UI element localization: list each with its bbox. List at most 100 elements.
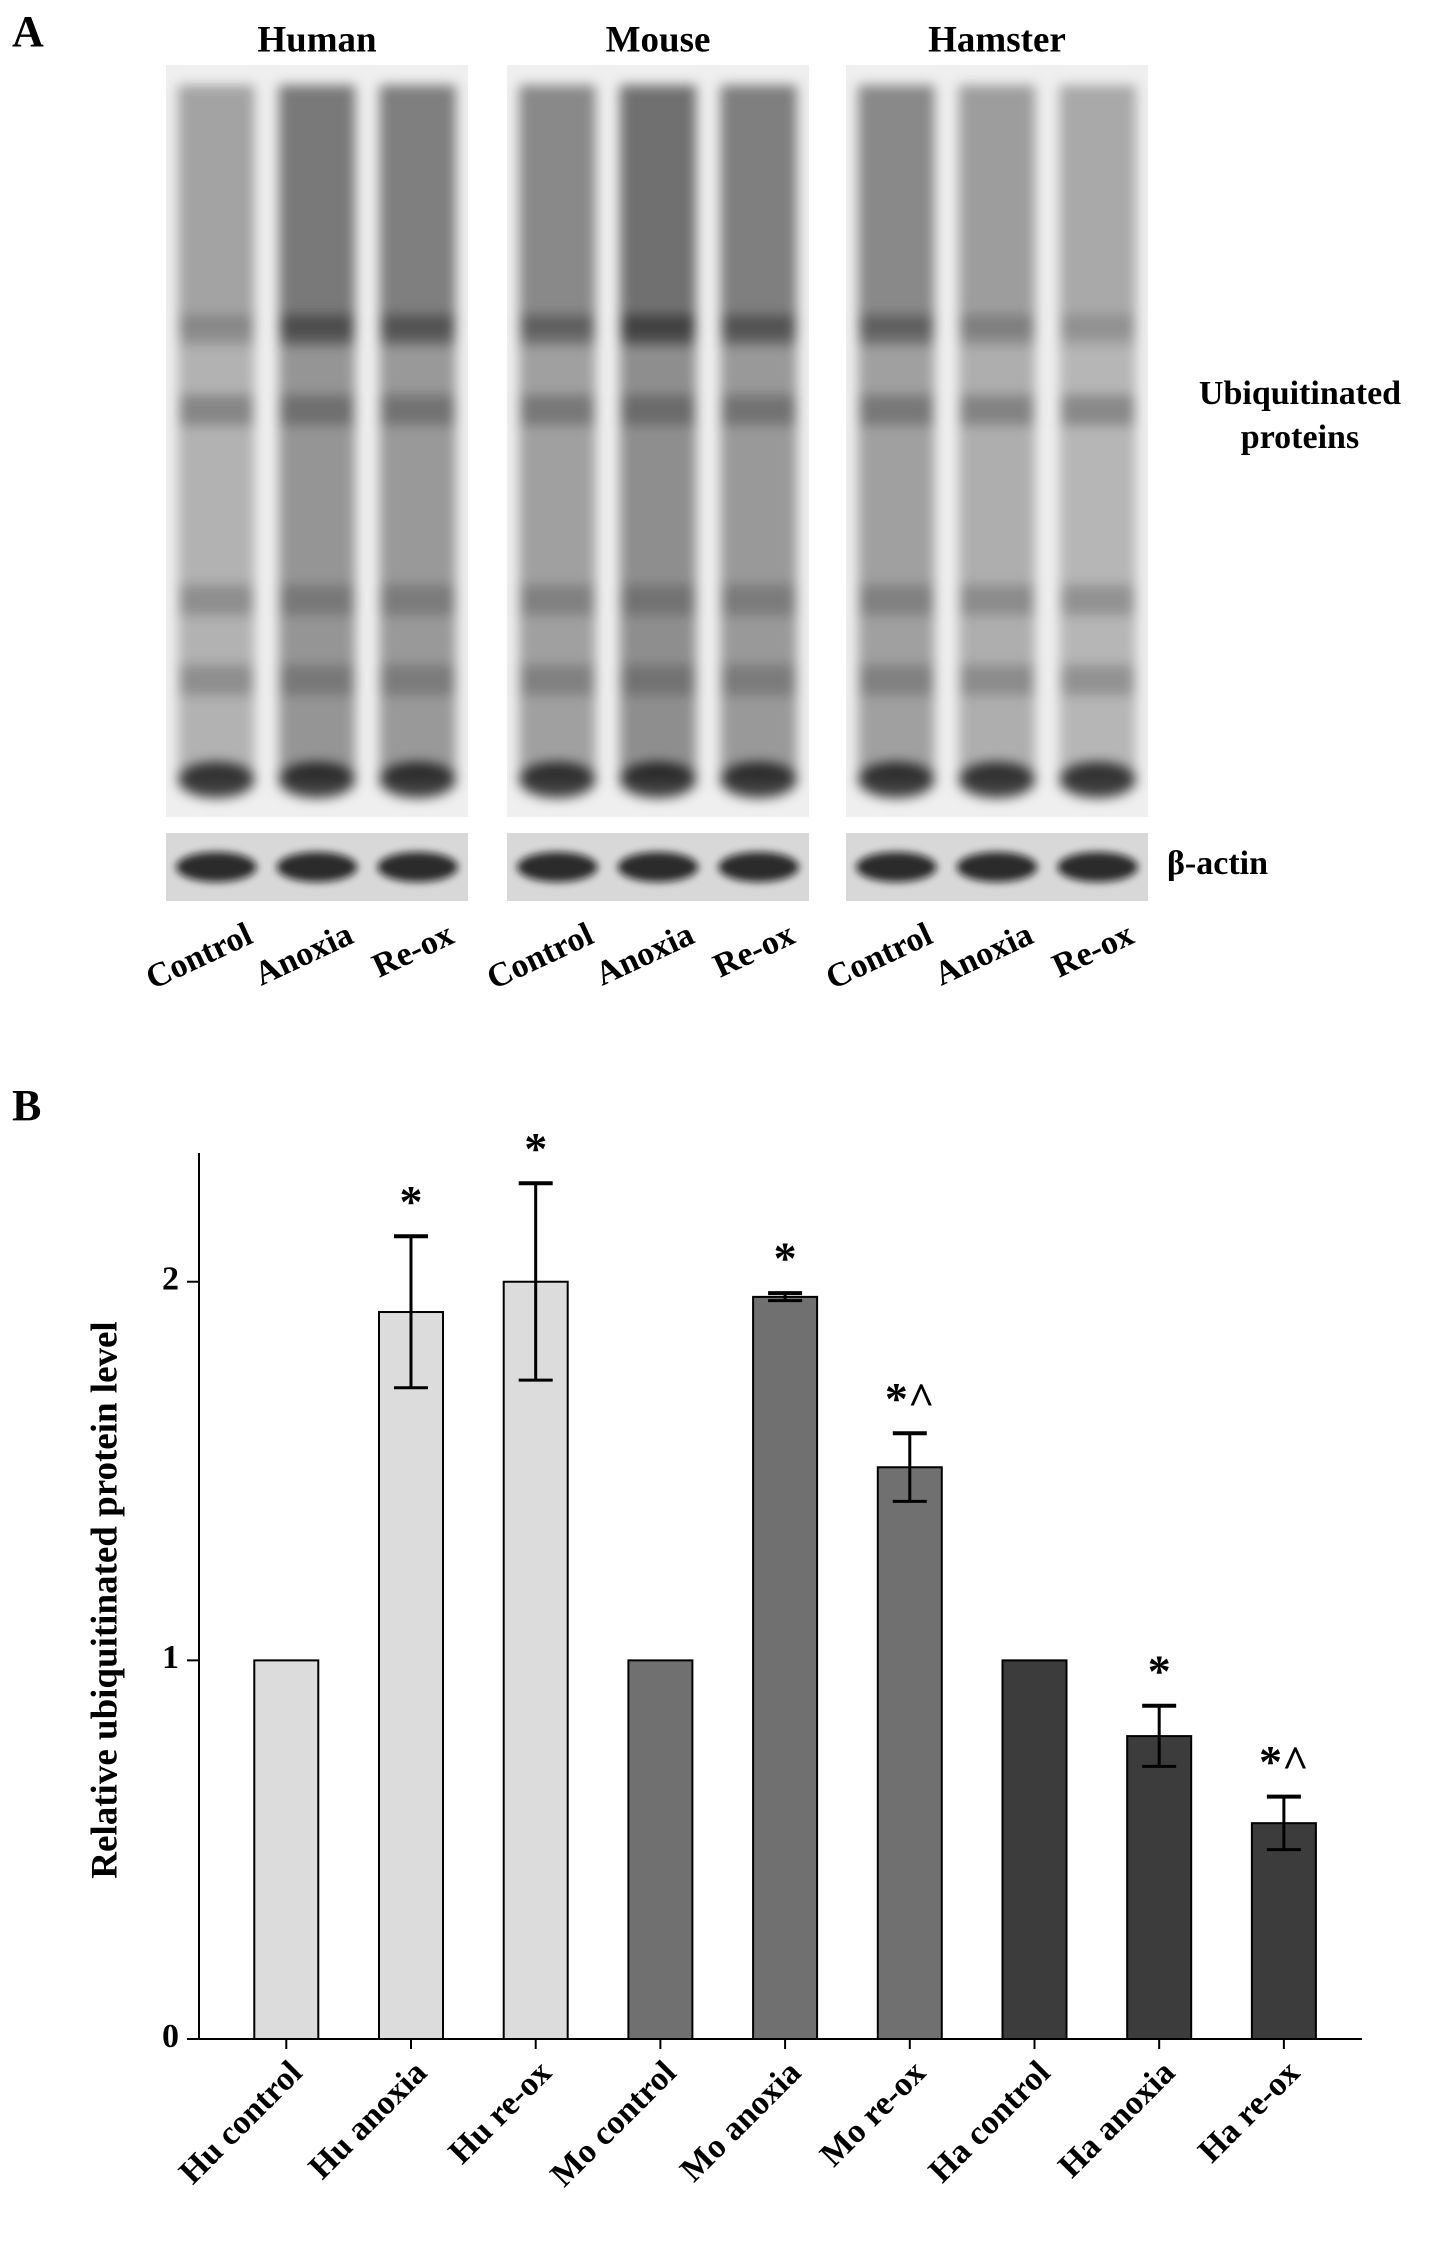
blot-lanes bbox=[178, 85, 456, 798]
panel-label: B bbox=[12, 1081, 41, 1130]
lane-top bbox=[619, 85, 697, 335]
lane-top bbox=[958, 85, 1036, 335]
lane-label: Control bbox=[820, 916, 938, 997]
band bbox=[621, 665, 695, 695]
lane-top bbox=[278, 85, 356, 335]
x-tick-label: Hu control bbox=[172, 2054, 309, 2191]
significance-label: * bbox=[1148, 1645, 1171, 1696]
band bbox=[381, 315, 454, 345]
band bbox=[180, 585, 253, 615]
bar bbox=[876, 1466, 943, 2041]
band bbox=[722, 315, 795, 345]
band bbox=[860, 665, 933, 695]
x-tick-label: Mo anoxia bbox=[673, 2054, 808, 2189]
band bbox=[280, 315, 354, 345]
band bbox=[521, 315, 594, 345]
actin-band bbox=[718, 852, 799, 882]
bar bbox=[377, 1311, 444, 2040]
band bbox=[521, 585, 594, 615]
band bbox=[381, 395, 454, 425]
band bbox=[860, 315, 933, 345]
band bbox=[1061, 665, 1134, 695]
panel-label: A bbox=[12, 7, 44, 56]
band bbox=[960, 315, 1034, 345]
band bbox=[722, 585, 795, 615]
band bbox=[280, 585, 354, 615]
significance-label: *^ bbox=[885, 1373, 935, 1424]
lane-top bbox=[178, 85, 255, 335]
band bbox=[958, 762, 1036, 798]
actin-band bbox=[377, 852, 458, 882]
species-label: Hamster bbox=[928, 19, 1066, 60]
band bbox=[180, 395, 253, 425]
blot-lanes bbox=[858, 85, 1136, 798]
band bbox=[280, 665, 354, 695]
lane-label: Re-ox bbox=[1047, 916, 1140, 985]
lane-label: Anoxia bbox=[249, 916, 359, 993]
band bbox=[722, 665, 795, 695]
x-tick-label: Ha re-ox bbox=[1191, 2054, 1307, 2170]
significance-label: * bbox=[524, 1123, 547, 1174]
band bbox=[621, 395, 695, 425]
loading-label: β-actin bbox=[1167, 845, 1268, 882]
bar bbox=[253, 1659, 320, 2041]
significance-label: * bbox=[774, 1233, 797, 1284]
band bbox=[280, 395, 354, 425]
band bbox=[178, 762, 255, 798]
x-tick-label: Ha control bbox=[922, 2054, 1058, 2190]
band bbox=[379, 762, 456, 798]
band bbox=[619, 762, 697, 798]
lane-label: Control bbox=[140, 916, 258, 997]
band bbox=[381, 585, 454, 615]
y-tick-label: 2 bbox=[162, 1261, 179, 1298]
y-tick-label: 0 bbox=[162, 2018, 179, 2055]
lane-label: Control bbox=[481, 916, 599, 997]
band bbox=[722, 395, 795, 425]
bar bbox=[752, 1295, 819, 2040]
actin-band bbox=[517, 852, 598, 882]
lane-label: Re-ox bbox=[367, 916, 460, 985]
x-tick-label: Hu re-ox bbox=[442, 2054, 559, 2171]
band bbox=[720, 762, 797, 798]
bar bbox=[1126, 1735, 1193, 2040]
actin-band bbox=[956, 852, 1038, 882]
band bbox=[960, 585, 1034, 615]
band bbox=[180, 315, 253, 345]
band bbox=[278, 762, 356, 798]
lane-top bbox=[858, 85, 935, 335]
bar bbox=[502, 1280, 569, 2040]
lane-label: Anoxia bbox=[929, 916, 1039, 993]
lane-top bbox=[519, 85, 596, 335]
significance-label: *^ bbox=[1259, 1736, 1309, 1787]
band bbox=[1059, 762, 1136, 798]
band bbox=[960, 395, 1034, 425]
band bbox=[381, 665, 454, 695]
lane-label: Anoxia bbox=[590, 916, 700, 993]
x-tick-label: Hu anoxia bbox=[302, 2054, 434, 2186]
band bbox=[180, 665, 253, 695]
bar bbox=[1250, 1822, 1317, 2040]
band bbox=[1061, 315, 1134, 345]
actin-band bbox=[617, 852, 699, 882]
x-tick-label: Mo control bbox=[544, 2054, 684, 2194]
blot-lanes bbox=[519, 85, 797, 798]
lane-label: Re-ox bbox=[708, 916, 801, 985]
band bbox=[621, 585, 695, 615]
band bbox=[521, 665, 594, 695]
band bbox=[860, 395, 933, 425]
species-label: Mouse bbox=[606, 19, 711, 60]
blot-label: proteins bbox=[1241, 419, 1359, 456]
actin-band bbox=[276, 852, 358, 882]
significance-label: * bbox=[399, 1176, 422, 1227]
actin-band bbox=[856, 852, 937, 882]
y-axis-label: Relative ubiquitinated protein level bbox=[84, 1321, 125, 1878]
species-label: Human bbox=[257, 19, 377, 60]
band bbox=[1061, 395, 1134, 425]
lane-top bbox=[379, 85, 456, 335]
band bbox=[860, 585, 933, 615]
lane-top bbox=[720, 85, 797, 335]
bar bbox=[1001, 1659, 1068, 2041]
band bbox=[621, 315, 695, 345]
